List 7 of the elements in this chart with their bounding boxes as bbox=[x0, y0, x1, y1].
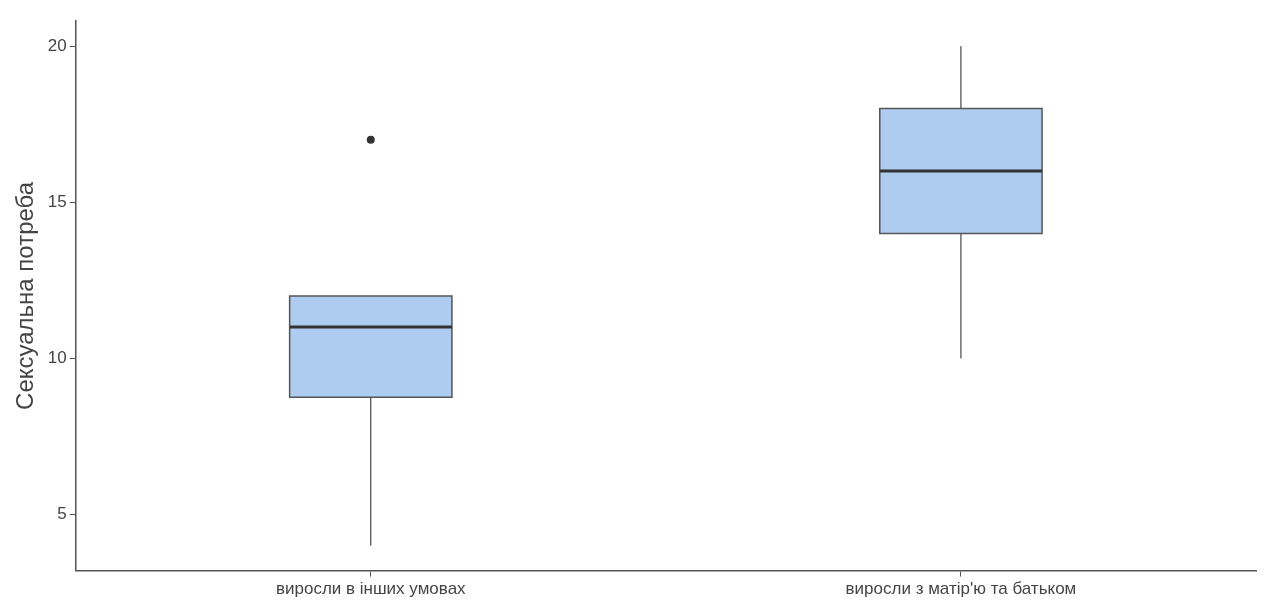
y-tick-label: 10 bbox=[47, 348, 67, 368]
y-axis-title: Сексуальна потреба bbox=[11, 181, 39, 410]
x-tick-label: виросли в інших умовах bbox=[275, 579, 467, 599]
y-tick-label: 5 bbox=[57, 504, 67, 524]
x-tick-label: виросли з матір'ю та батьком bbox=[845, 579, 1077, 599]
y-tick-label: 20 bbox=[47, 35, 67, 55]
y-tick-label: 15 bbox=[47, 191, 67, 211]
